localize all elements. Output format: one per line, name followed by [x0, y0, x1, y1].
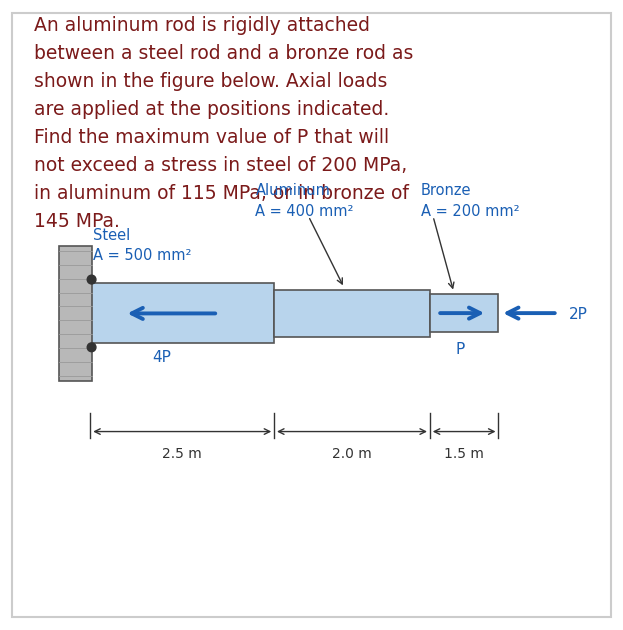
- Text: 2.0 m: 2.0 m: [332, 447, 372, 461]
- Text: 2.5 m: 2.5 m: [163, 447, 202, 461]
- Bar: [274, 290, 430, 337]
- Text: Steel: Steel: [93, 227, 131, 243]
- Circle shape: [87, 275, 96, 284]
- Bar: [90, 284, 274, 343]
- Text: 1.5 m: 1.5 m: [444, 447, 484, 461]
- Text: A = 200 mm²: A = 200 mm²: [421, 204, 519, 219]
- Text: Aluminum: Aluminum: [255, 183, 330, 198]
- Circle shape: [87, 343, 96, 352]
- Text: A = 400 mm²: A = 400 mm²: [255, 204, 354, 219]
- Text: 4P: 4P: [153, 350, 171, 365]
- Text: A = 500 mm²: A = 500 mm²: [93, 248, 192, 263]
- Text: P: P: [455, 342, 464, 357]
- Bar: [59, 246, 92, 381]
- Bar: [430, 294, 498, 332]
- Text: An aluminum rod is rigidly attached
between a steel rod and a bronze rod as
show: An aluminum rod is rigidly attached betw…: [34, 16, 414, 231]
- Text: 2P: 2P: [569, 307, 587, 322]
- Text: Bronze: Bronze: [421, 183, 471, 198]
